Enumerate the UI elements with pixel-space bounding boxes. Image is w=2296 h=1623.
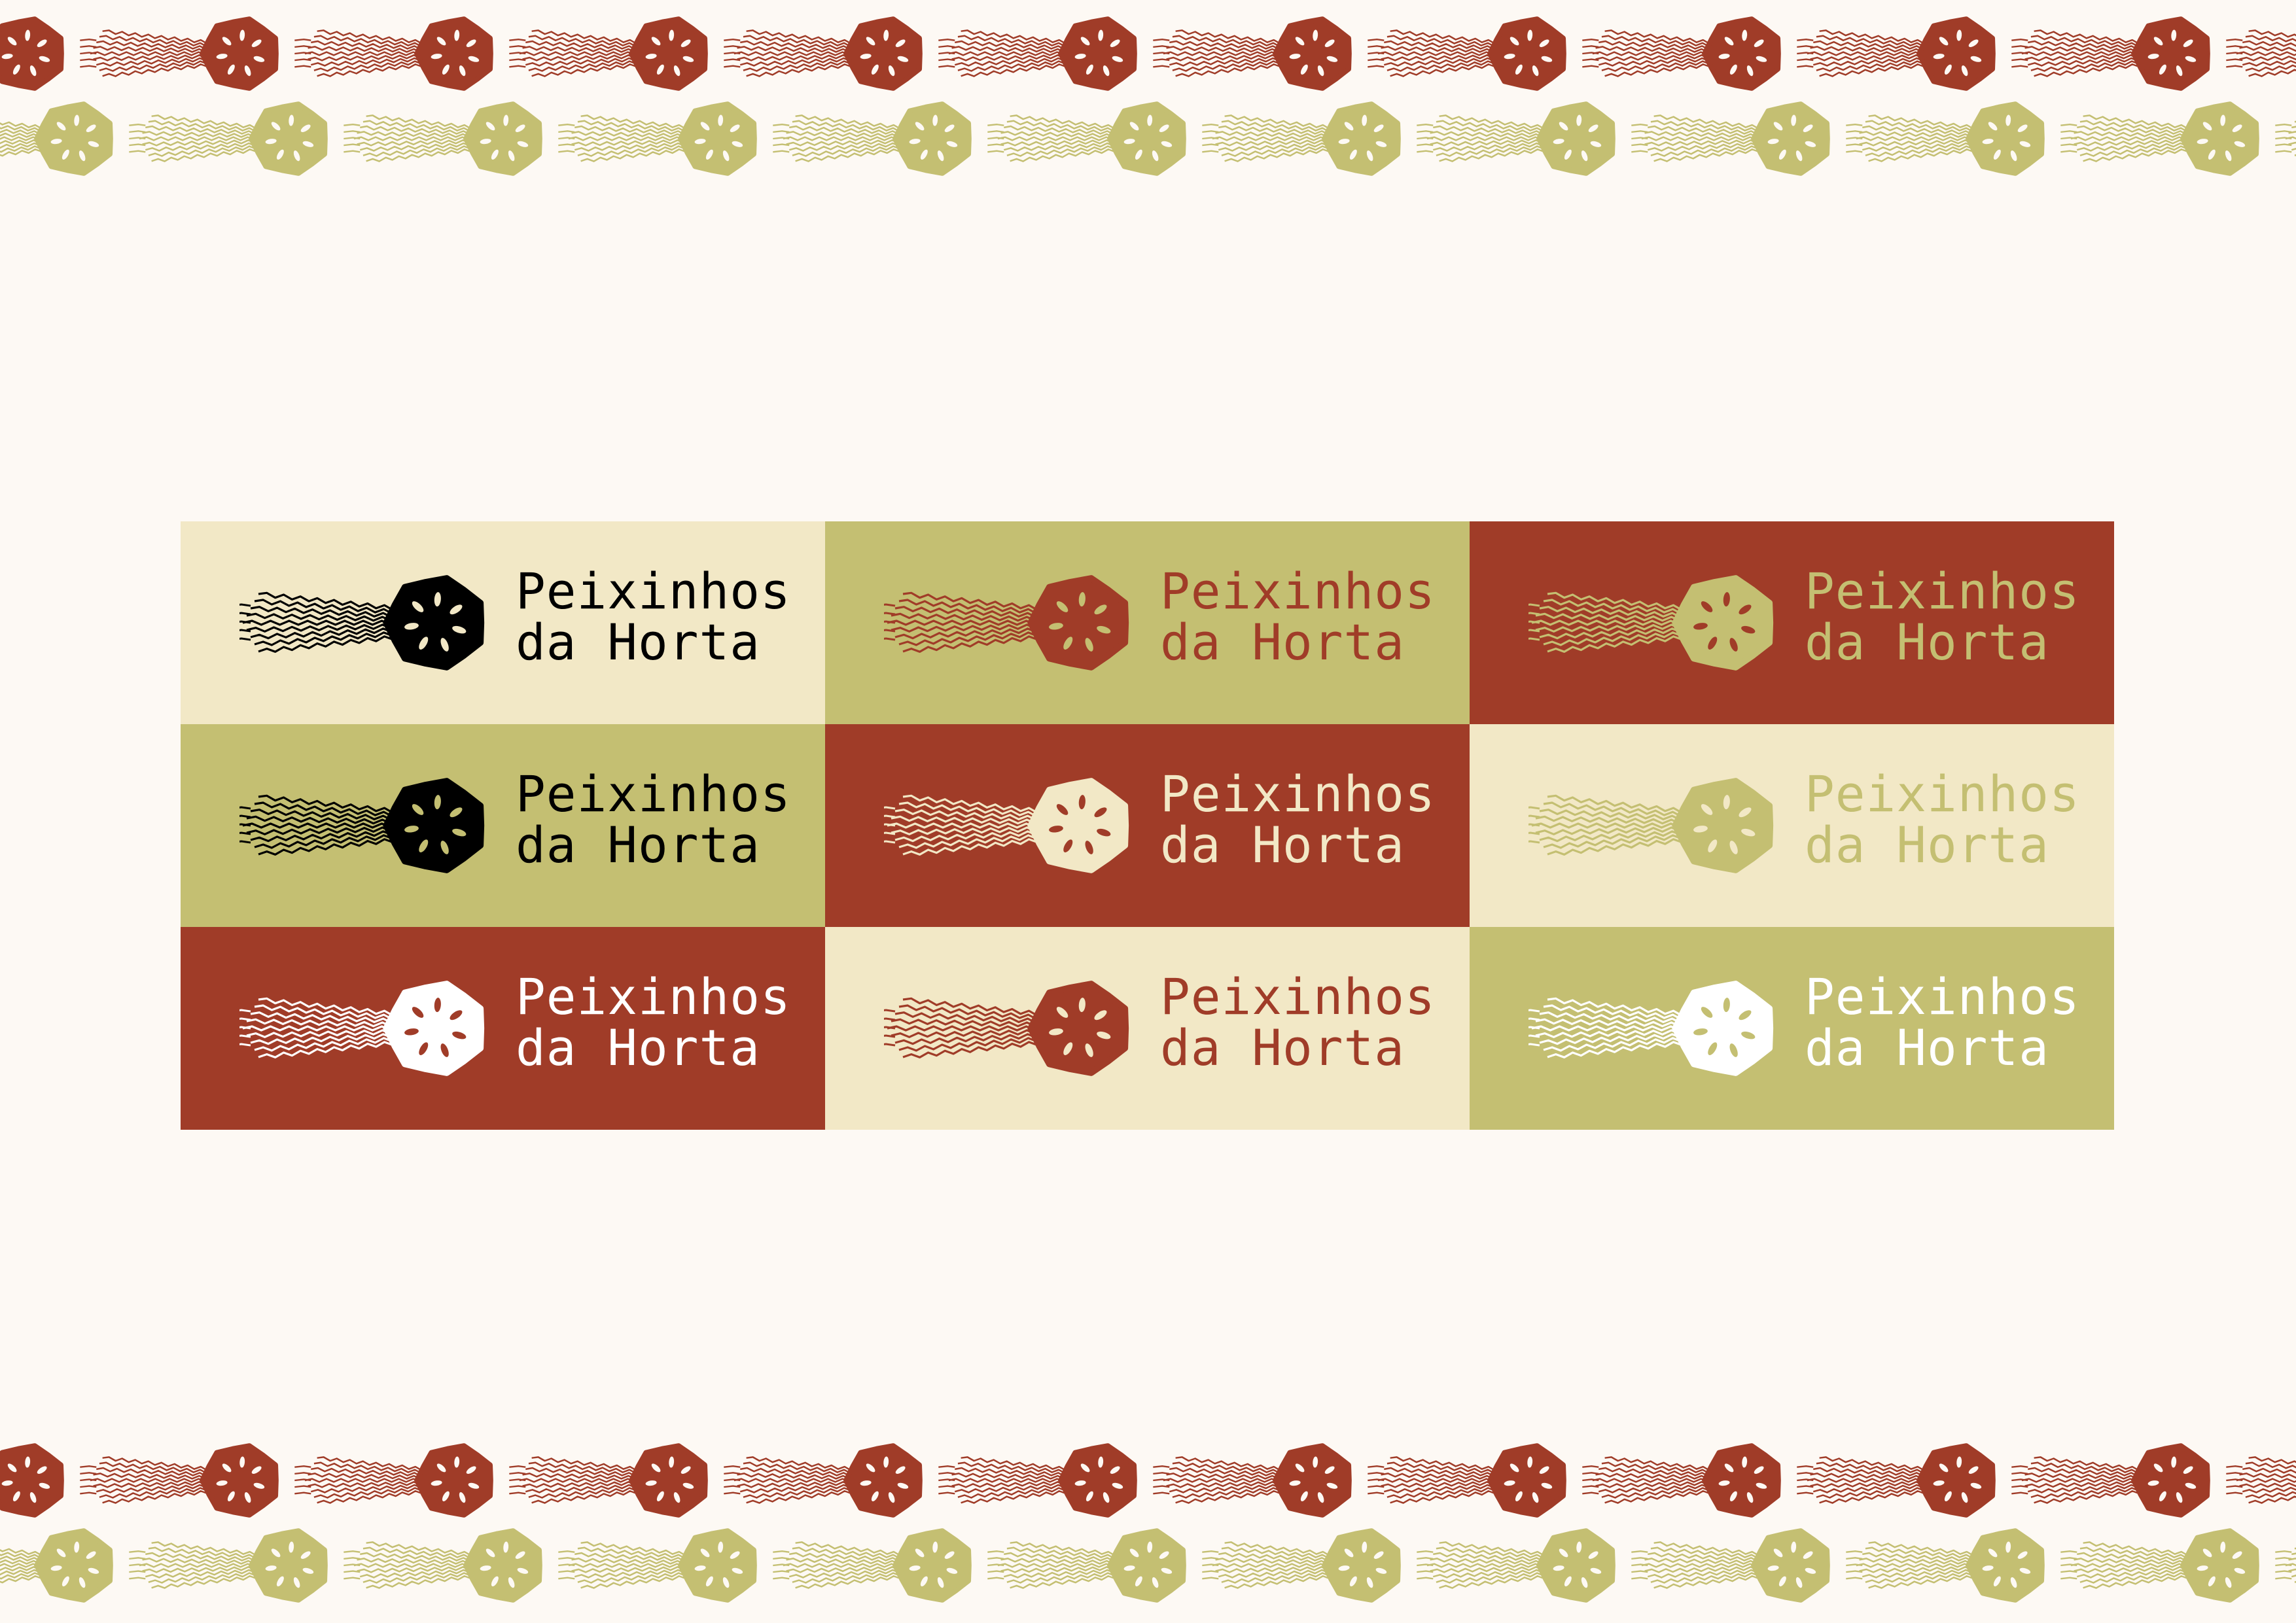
brand-line-2: da Horta xyxy=(1805,816,2050,874)
pattern-motif xyxy=(1202,101,1401,176)
brand-line-1: Peixinhos xyxy=(1805,968,2080,1026)
pattern-motif xyxy=(294,16,493,91)
pattern-motif xyxy=(2011,16,2210,91)
pattern-motif xyxy=(773,1528,972,1603)
brand-line-2: da Horta xyxy=(1160,1019,1405,1077)
logo-variation-tile: Peixinhos da Horta xyxy=(181,927,825,1130)
pattern-motif xyxy=(2226,29,2296,77)
brand-wordmark: Peixinhos da Horta xyxy=(1160,566,1436,668)
pattern-motif xyxy=(2060,101,2259,176)
pattern-motif xyxy=(987,101,1186,176)
pattern-motif xyxy=(80,16,279,91)
lotus-root-fish-icon xyxy=(884,575,1129,671)
brand-wordmark: Peixinhos da Horta xyxy=(516,971,791,1073)
lotus-root-fish-icon xyxy=(239,981,485,1076)
brand-line-2: da Horta xyxy=(516,613,761,671)
brand-wordmark: Peixinhos da Horta xyxy=(516,566,791,668)
pattern-motif xyxy=(1368,16,1566,91)
pattern-motif xyxy=(1582,1443,1781,1518)
lotus-root-fish-icon xyxy=(884,981,1129,1076)
pattern-motif xyxy=(2275,1547,2296,1583)
brand-line-1: Peixinhos xyxy=(516,968,791,1026)
pattern-motif xyxy=(724,16,923,91)
brand-line-2: da Horta xyxy=(1805,613,2050,671)
logo-variation-tile: Peixinhos da Horta xyxy=(825,724,1470,927)
pattern-motif xyxy=(129,1528,328,1603)
pattern-motif xyxy=(80,1443,279,1518)
logo-variation-tile: Peixinhos da Horta xyxy=(1470,724,2114,927)
brand-wordmark: Peixinhos da Horta xyxy=(1160,769,1436,871)
brand-wordmark: Peixinhos da Horta xyxy=(1160,971,1436,1073)
pattern-motif xyxy=(1582,16,1781,91)
pattern-motif xyxy=(0,1528,113,1603)
brand-wordmark: Peixinhos da Horta xyxy=(1805,971,2080,1073)
brand-line-2: da Horta xyxy=(1805,1019,2050,1077)
lotus-root-fish-icon xyxy=(239,575,485,671)
pattern-motif xyxy=(1797,1443,1996,1518)
pattern-motif xyxy=(2226,1456,2296,1504)
brand-line-1: Peixinhos xyxy=(1160,562,1436,620)
brand-wordmark: Peixinhos da Horta xyxy=(516,769,791,871)
lotus-root-fish-icon xyxy=(1528,575,1774,671)
brand-wordmark: Peixinhos da Horta xyxy=(1805,566,2080,668)
pattern-motif xyxy=(0,16,64,91)
logo-variation-tile: Peixinhos da Horta xyxy=(1470,521,2114,724)
logo-variation-tile: Peixinhos da Horta xyxy=(181,724,825,927)
brand-line-1: Peixinhos xyxy=(1160,765,1436,823)
pattern-motif xyxy=(1631,1528,1830,1603)
brand-line-1: Peixinhos xyxy=(1805,562,2080,620)
pattern-motif xyxy=(987,1528,1186,1603)
logo-variation-tile: Peixinhos da Horta xyxy=(1470,927,2114,1130)
logo-variation-tile: Peixinhos da Horta xyxy=(825,521,1470,724)
brand-line-1: Peixinhos xyxy=(1160,968,1436,1026)
lotus-root-fish-icon xyxy=(884,778,1129,873)
pattern-motif xyxy=(1631,101,1830,176)
logo-color-variations-grid: Peixinhos da Horta Peixinhos da Horta Peixin… xyxy=(181,521,2114,1130)
pattern-motif xyxy=(294,1443,493,1518)
pattern-motif xyxy=(2275,120,2296,156)
brand-line-2: da Horta xyxy=(516,816,761,874)
pattern-motif xyxy=(1153,16,1352,91)
pattern-motif xyxy=(773,101,972,176)
lotus-root-fish-icon xyxy=(239,778,485,873)
pattern-motif xyxy=(129,101,328,176)
top-pattern-band xyxy=(0,16,2296,176)
pattern-motif xyxy=(344,1528,542,1603)
pattern-motif xyxy=(1417,1528,1616,1603)
pattern-motif xyxy=(2011,1443,2210,1518)
pattern-motif xyxy=(2060,1528,2259,1603)
brand-line-1: Peixinhos xyxy=(1805,765,2080,823)
pattern-motif xyxy=(724,1443,923,1518)
pattern-motif xyxy=(509,16,708,91)
logo-variation-tile: Peixinhos da Horta xyxy=(181,521,825,724)
brand-wordmark: Peixinhos da Horta xyxy=(1805,769,2080,871)
pattern-motif xyxy=(509,1443,708,1518)
lotus-root-fish-icon xyxy=(1528,981,1774,1076)
brand-line-2: da Horta xyxy=(1160,816,1405,874)
pattern-motif xyxy=(1846,101,2045,176)
pattern-motif xyxy=(1417,101,1616,176)
brand-line-1: Peixinhos xyxy=(516,765,791,823)
pattern-motif xyxy=(1797,16,1996,91)
pattern-motif xyxy=(1368,1443,1566,1518)
pattern-motif xyxy=(1846,1528,2045,1603)
pattern-motif xyxy=(558,1528,757,1603)
pattern-motif xyxy=(0,101,113,176)
brand-line-2: da Horta xyxy=(1160,613,1405,671)
pattern-motif xyxy=(1153,1443,1352,1518)
brand-line-1: Peixinhos xyxy=(516,562,791,620)
bottom-pattern-band xyxy=(0,1443,2296,1603)
pattern-motif xyxy=(558,101,757,176)
brand-line-2: da Horta xyxy=(516,1019,761,1077)
pattern-motif xyxy=(938,1443,1137,1518)
pattern-motif xyxy=(1202,1528,1401,1603)
lotus-root-fish-icon xyxy=(1528,778,1774,873)
pattern-motif xyxy=(0,1443,64,1518)
logo-variation-tile: Peixinhos da Horta xyxy=(825,927,1470,1130)
pattern-motif xyxy=(938,16,1137,91)
pattern-motif xyxy=(344,101,542,176)
